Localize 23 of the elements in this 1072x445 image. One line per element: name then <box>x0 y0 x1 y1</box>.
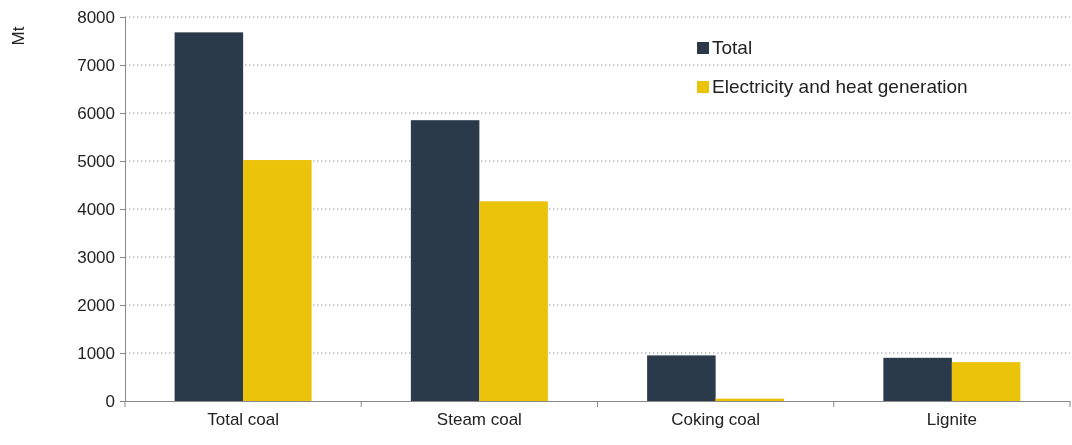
bar <box>174 32 244 401</box>
bar <box>243 160 312 401</box>
y-tick-label: 6000 <box>77 103 115 123</box>
x-tick-label: Lignite <box>926 410 977 430</box>
y-tick-label: 8000 <box>77 7 115 27</box>
y-tick-label: 0 <box>105 391 115 411</box>
y-tick-label: 3000 <box>77 247 115 267</box>
x-tick-label: Coking coal <box>671 410 761 430</box>
y-axis-title: Mt <box>9 26 28 46</box>
bar <box>647 355 716 401</box>
y-tick-label: 4000 <box>77 199 115 219</box>
y-tick-label: 1000 <box>77 343 115 363</box>
y-tick-label: 7000 <box>77 55 115 75</box>
y-tick-label: 2000 <box>77 295 115 315</box>
bar <box>883 357 952 401</box>
bar <box>410 120 480 401</box>
x-tick-label: Total coal <box>207 410 280 430</box>
legend-label: Total <box>712 37 753 58</box>
bar <box>479 201 548 401</box>
bar <box>951 362 1021 401</box>
legend-label: Electricity and heat generation <box>712 76 968 97</box>
y-tick-label: 5000 <box>77 151 115 171</box>
x-tick-label: Steam coal <box>436 410 522 430</box>
